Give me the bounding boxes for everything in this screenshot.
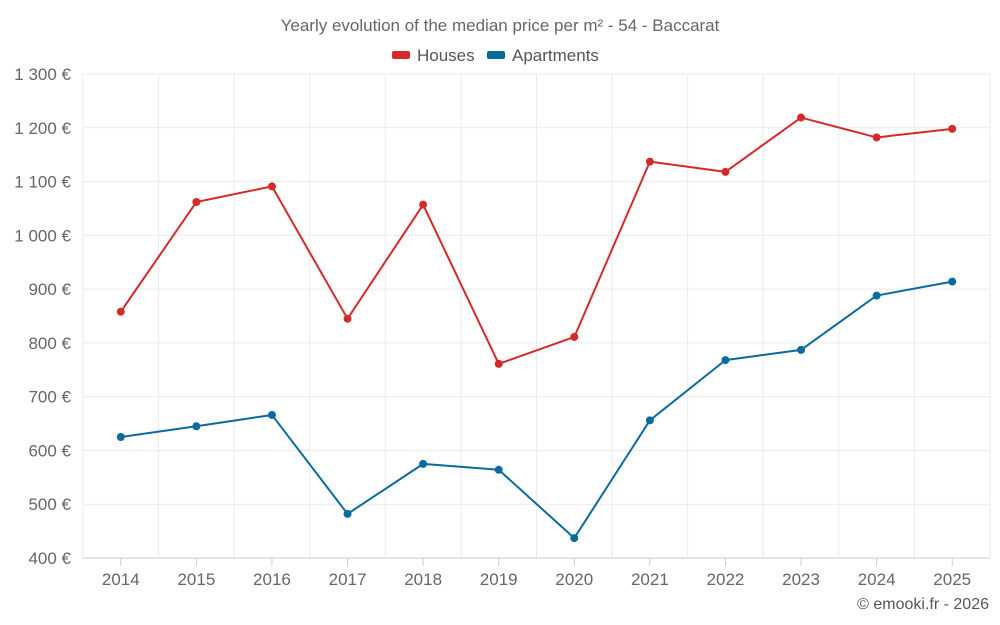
point-apartments-2025[interactable] [948,277,957,286]
y-axis: 400 € 500 € 600 € 700 € 800 € 900 € 1 000 € 1 1… [14,65,71,568]
y-tick-label-400: 400 € [28,549,71,568]
point-houses-2019[interactable] [494,359,503,368]
legend-swatch-houses [392,51,410,59]
point-apartments-2016[interactable] [267,410,276,419]
y-tick-label-600: 600 € [28,441,71,460]
series-apartments [116,277,957,543]
x-tick-label-2023: 2023 [782,570,820,589]
point-houses-2021[interactable] [645,157,654,166]
x-tick-label-2022: 2022 [707,570,745,589]
point-houses-2022[interactable] [721,167,730,176]
x-tick-label-2020: 2020 [555,570,593,589]
x-tick-label-2018: 2018 [404,570,442,589]
y-tick-label-1200: 1 200 € [14,119,71,138]
y-tick-label-800: 800 € [28,334,71,353]
y-tick-label-1100: 1 100 € [14,173,71,192]
legend-label-apartments: Apartments [512,46,599,65]
point-houses-2014[interactable] [116,307,125,316]
point-apartments-2015[interactable] [192,422,201,431]
credit: © emooki.fr - 2026 [857,596,989,613]
point-apartments-2021[interactable] [645,416,654,425]
x-tick-label-2021: 2021 [631,570,669,589]
legend-label-houses: Houses [417,46,475,65]
point-apartments-2014[interactable] [116,433,125,441]
x-tick-label-2019: 2019 [480,570,518,589]
series-layer [116,113,957,543]
point-houses-2020[interactable] [570,332,579,341]
point-houses-2025[interactable] [948,124,957,133]
x-tick-label-2016: 2016 [253,570,291,589]
point-houses-2017[interactable] [343,314,352,323]
point-apartments-2019[interactable] [494,465,503,474]
point-apartments-2017[interactable] [343,509,352,518]
x-tick-label-2025: 2025 [933,570,971,589]
point-houses-2018[interactable] [419,200,428,209]
point-apartments-2024[interactable] [872,291,881,300]
point-apartments-2020[interactable] [570,534,579,543]
y-tick-label-900: 900 € [28,280,71,299]
y-tick-label-700: 700 € [28,388,71,407]
point-houses-2016[interactable] [267,182,276,191]
x-tick-label-2015: 2015 [177,570,215,589]
point-houses-2015[interactable] [192,197,201,206]
series-line-apartments [120,280,953,540]
y-tick-label-1300: 1 300 € [14,65,71,84]
x-axis: 2014 2015 2016 2017 2018 2019 2020 2021 2022 2023… [83,557,990,589]
series-houses [116,113,957,368]
point-apartments-2018[interactable] [419,459,428,468]
chart-title: Yearly evolution of the median price per… [281,16,720,35]
legend-item-apartments[interactable]: Apartments [487,46,599,65]
grid [82,73,991,559]
y-tick-label-1000: 1 000 € [14,226,71,245]
point-apartments-2022[interactable] [721,356,730,365]
x-tick-label-2017: 2017 [329,570,367,589]
legend-swatch-apartments [487,51,505,59]
point-apartments-2023[interactable] [797,345,806,354]
point-houses-2023[interactable] [797,113,806,122]
point-houses-2024[interactable] [872,133,881,142]
legend-item-houses[interactable]: Houses [392,46,475,65]
x-tick-label-2014: 2014 [102,570,140,589]
legend: Houses Apartments [392,46,599,65]
x-tick-label-2024: 2024 [858,570,896,589]
series-line-houses [119,116,953,365]
y-tick-label-500: 500 € [28,495,71,514]
